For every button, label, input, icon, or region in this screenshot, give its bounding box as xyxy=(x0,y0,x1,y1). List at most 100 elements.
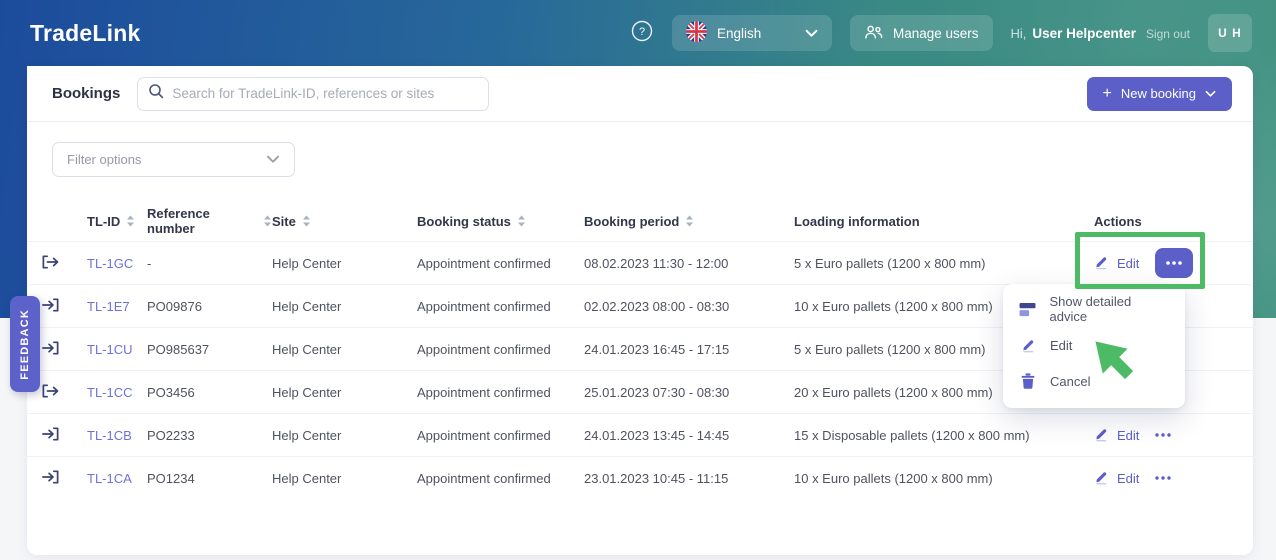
tl-id-link[interactable]: TL-1CU xyxy=(87,341,133,357)
sort-icon[interactable] xyxy=(263,215,272,227)
column-header-period[interactable]: Booking period xyxy=(584,214,794,229)
filter-options-select[interactable]: Filter options xyxy=(52,142,295,177)
pencil-icon xyxy=(1094,254,1109,273)
column-header-status[interactable]: Booking status xyxy=(417,214,584,229)
edit-button[interactable]: Edit xyxy=(1094,254,1139,273)
reference-cell: PO09876 xyxy=(147,298,202,314)
loading-cell: 5 x Euro pallets (1200 x 800 mm) xyxy=(794,341,986,357)
sort-icon[interactable] xyxy=(685,215,694,227)
site-cell: Help Center xyxy=(272,298,342,314)
search-input[interactable] xyxy=(172,86,479,101)
inbound-arrow-icon xyxy=(41,426,60,442)
reference-cell: PO2233 xyxy=(147,427,195,443)
loading-cell: 10 x Euro pallets (1200 x 800 mm) xyxy=(794,298,993,314)
loading-cell: 15 x Disposable pallets (1200 x 800 mm) xyxy=(794,427,1030,443)
more-actions-button[interactable] xyxy=(1155,248,1194,278)
feedback-tab-label: FEEDBACK xyxy=(19,308,31,380)
edit-button[interactable]: Edit xyxy=(1094,469,1139,488)
reference-cell: PO985637 xyxy=(147,341,210,357)
chevron-down-icon xyxy=(266,152,280,167)
period-cell: 25.01.2023 07:30 - 08:30 xyxy=(584,384,730,400)
status-cell: Appointment confirmed xyxy=(417,298,551,314)
column-header-site[interactable]: Site xyxy=(272,214,417,229)
menu-item-show-detailed-advice[interactable]: Show detailed advice xyxy=(1003,291,1185,327)
site-cell: Help Center xyxy=(272,470,342,486)
column-header-reference[interactable]: Reference number xyxy=(147,206,272,236)
top-header: TradeLink ? English Manage users Hi, Use… xyxy=(0,0,1276,66)
help-button[interactable]: ? xyxy=(630,20,654,47)
period-cell: 23.01.2023 10:45 - 11:15 xyxy=(584,470,729,486)
column-header-tl-id[interactable]: TL-ID xyxy=(87,214,147,229)
loading-cell: 20 x Euro pallets (1200 x 800 mm) xyxy=(794,384,993,400)
more-actions-button[interactable] xyxy=(1155,433,1172,437)
app-logo: TradeLink xyxy=(30,19,141,46)
outbound-arrow-icon xyxy=(41,254,60,270)
pencil-icon xyxy=(1094,469,1109,488)
feedback-tab[interactable]: FEEDBACK xyxy=(10,296,40,392)
table-row[interactable]: TL-1CU PO985637 Help Center Appointment … xyxy=(27,327,1253,370)
greeting-prefix: Hi, xyxy=(1010,25,1027,41)
inbound-arrow-icon xyxy=(41,340,60,356)
column-header-loading: Loading information xyxy=(794,213,920,229)
plus-icon: + xyxy=(1102,84,1112,102)
reference-cell: PO1234 xyxy=(147,470,195,486)
user-greeting: Hi, User Helpcenter Sign out xyxy=(1011,26,1190,41)
site-cell: Help Center xyxy=(272,341,342,357)
sign-out-link[interactable]: Sign out xyxy=(1145,26,1190,41)
table-row[interactable]: TL-1GC - Help Center Appointment confirm… xyxy=(27,241,1253,284)
sort-icon[interactable] xyxy=(126,215,135,227)
status-cell: Appointment confirmed xyxy=(417,470,551,486)
status-cell: Appointment confirmed xyxy=(417,341,551,357)
edit-button[interactable]: Edit xyxy=(1094,426,1139,445)
tl-id-link[interactable]: TL-1CC xyxy=(87,384,133,400)
tl-id-link[interactable]: TL-1E7 xyxy=(87,298,130,314)
period-cell: 02.02.2023 08:00 - 08:30 xyxy=(584,298,730,314)
tl-id-link[interactable]: TL-1CB xyxy=(87,427,132,443)
pencil-icon xyxy=(1019,337,1037,353)
reference-cell: PO3456 xyxy=(147,384,195,400)
search-icon xyxy=(148,83,164,104)
column-header-actions: Actions xyxy=(1094,213,1142,229)
pencil-icon xyxy=(1094,426,1109,445)
status-cell: Appointment confirmed xyxy=(417,255,551,271)
table-header-row: TL-ID Reference number Site Booking stat… xyxy=(27,201,1253,241)
table-row[interactable]: TL-1CB PO2233 Help Center Appointment co… xyxy=(27,413,1253,456)
menu-item-edit[interactable]: Edit xyxy=(1003,327,1185,363)
avatar[interactable]: U H xyxy=(1208,14,1252,52)
loading-cell: 10 x Euro pallets (1200 x 800 mm) xyxy=(794,470,993,486)
users-icon xyxy=(864,24,883,43)
question-circle-icon: ? xyxy=(631,20,653,47)
sort-icon[interactable] xyxy=(302,215,311,227)
tl-id-link[interactable]: TL-1GC xyxy=(87,255,134,271)
inbound-arrow-icon xyxy=(41,297,60,313)
table-row[interactable]: TL-1CA PO1234 Help Center Appointment co… xyxy=(27,456,1253,499)
new-booking-button[interactable]: + New booking xyxy=(1086,76,1232,111)
manage-users-button[interactable]: Manage users xyxy=(849,15,993,51)
inbound-arrow-icon xyxy=(41,469,60,485)
period-cell: 24.01.2023 16:45 - 17:15 xyxy=(584,341,730,357)
uk-flag-icon xyxy=(685,21,707,45)
table-row[interactable]: TL-1E7 PO09876 Help Center Appointment c… xyxy=(27,284,1253,327)
outbound-arrow-icon xyxy=(41,383,60,399)
language-selector[interactable]: English xyxy=(671,15,832,51)
layout-icon xyxy=(1019,302,1037,317)
chevron-down-icon xyxy=(805,26,818,41)
more-actions-button[interactable] xyxy=(1155,476,1172,480)
period-cell: 08.02.2023 11:30 - 12:00 xyxy=(584,255,729,271)
tl-id-link[interactable]: TL-1CA xyxy=(87,470,132,486)
sort-icon[interactable] xyxy=(517,215,526,227)
manage-users-label: Manage users xyxy=(892,25,979,41)
menu-item-cancel[interactable]: Cancel xyxy=(1003,363,1185,399)
search-box[interactable] xyxy=(137,76,490,111)
user-name: User Helpcenter xyxy=(1032,25,1136,41)
svg-text:?: ? xyxy=(639,26,645,38)
row-actions-menu: Show detailed advice Edit Cancel xyxy=(1003,284,1185,408)
site-cell: Help Center xyxy=(272,427,342,443)
language-label: English xyxy=(716,25,762,41)
period-cell: 24.01.2023 13:45 - 14:45 xyxy=(584,427,730,443)
site-cell: Help Center xyxy=(272,255,342,271)
status-cell: Appointment confirmed xyxy=(417,384,551,400)
site-cell: Help Center xyxy=(272,384,342,400)
trash-icon xyxy=(1019,373,1037,389)
reference-cell: - xyxy=(147,255,152,271)
